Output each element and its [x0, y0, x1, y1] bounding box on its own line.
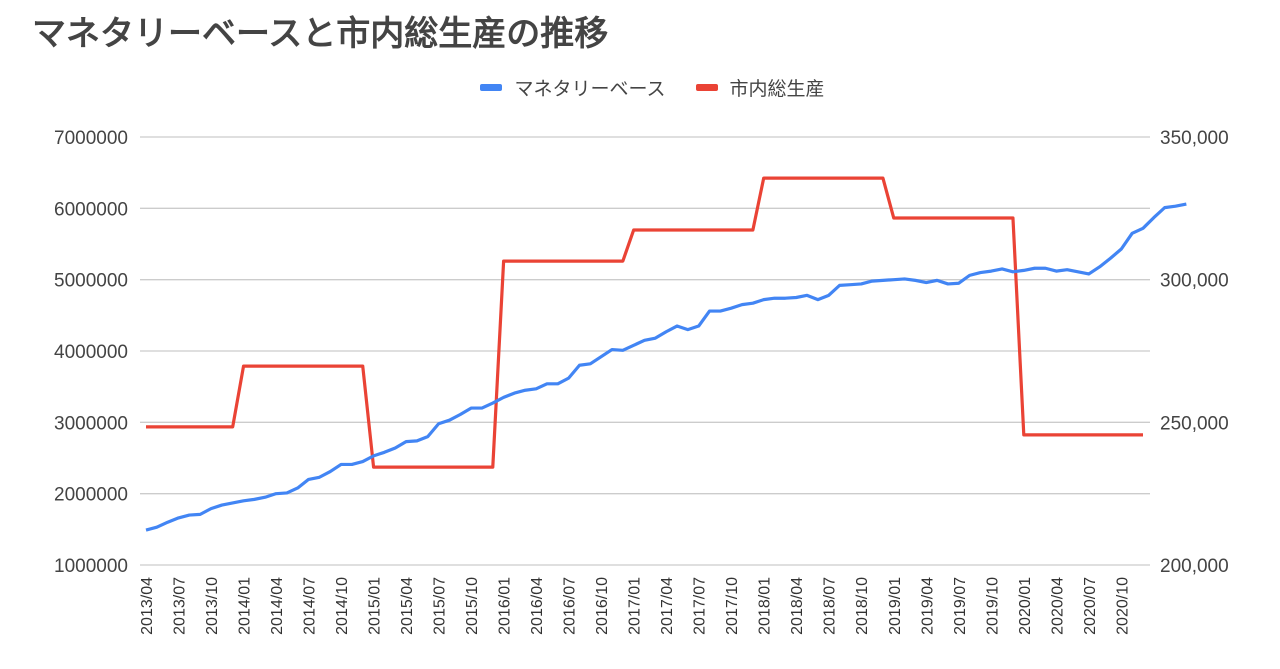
- left-axis-tick-label: 2000000: [54, 485, 128, 506]
- right-axis-tick-label: 250,000: [1160, 413, 1229, 434]
- x-axis-tick-label: 2015/04: [399, 577, 416, 635]
- series-line-monetary-base: [145, 202, 1187, 532]
- x-axis-tick-label: 2015/10: [464, 577, 481, 635]
- x-axis-tick-label: 2016/10: [594, 577, 611, 635]
- x-axis-tick-label: 2017/01: [627, 577, 644, 635]
- x-axis-tick-label: 2019/07: [952, 577, 969, 635]
- x-axis-tick-label: 2017/07: [692, 577, 709, 635]
- left-axis-tick-label: 4000000: [54, 342, 128, 363]
- x-axis-tick-label: 2016/07: [562, 577, 579, 635]
- x-axis-tick-label: 2019/01: [887, 577, 904, 635]
- x-axis-tick-label: 2019/10: [984, 577, 1001, 635]
- x-axis-tick-label: 2017/04: [659, 577, 676, 635]
- x-axis-tick-label: 2018/04: [789, 577, 806, 635]
- x-axis-tick-label: 2016/04: [529, 577, 546, 635]
- x-axis-tick-label: 2014/01: [237, 577, 254, 635]
- x-axis-tick-label: 2020/04: [1049, 577, 1066, 635]
- legend-label-monetary-base: マネタリーベース: [514, 78, 666, 100]
- x-axis-tick-label: 2013/07: [172, 577, 189, 635]
- x-axis-tick-label: 2016/01: [497, 577, 514, 635]
- left-axis-tick-label: 6000000: [54, 199, 128, 220]
- x-axis-tick-label: 2014/04: [269, 577, 286, 635]
- x-axis-tick-label: 2020/01: [1017, 577, 1034, 635]
- left-axis-tick-label: 7000000: [54, 128, 128, 149]
- legend-item-city-gdp[interactable]: 市内総生産: [695, 74, 825, 101]
- right-y-axis: 200,000 250,000 300,000 350,000: [1160, 128, 1229, 577]
- right-axis-tick-label: 350,000: [1160, 128, 1229, 149]
- right-axis-tick-label: 300,000: [1160, 271, 1229, 292]
- legend-swatch-city-gdp-icon: [695, 84, 718, 91]
- x-axis-tick-label: 2019/04: [919, 577, 936, 635]
- x-axis-tick-label: 2013/10: [204, 577, 221, 635]
- chart-title: マネタリーベースと市内総生産の推移: [32, 14, 609, 54]
- x-axis-tick-label: 2020/07: [1082, 577, 1099, 635]
- left-y-axis: 1000000 2000000 3000000 4000000 5000000 60000…: [54, 128, 128, 577]
- gridlines: [140, 136, 1150, 566]
- x-axis-tick-label: 2018/01: [757, 577, 774, 635]
- chart-legend: マネタリーベース 市内総生産: [0, 74, 1280, 101]
- x-axis-tick-label: 2013/04: [139, 577, 156, 635]
- legend-label-city-gdp: 市内総生産: [729, 78, 825, 100]
- left-axis-tick-label: 5000000: [54, 271, 128, 292]
- series-line-city-gdp: [146, 176, 1143, 469]
- x-axis-tick-label: 2015/01: [367, 577, 384, 635]
- x-axis-tick-label: 2018/10: [854, 577, 871, 635]
- right-axis-tick-label: 200,000: [1160, 556, 1229, 577]
- left-axis-tick-label: 3000000: [54, 413, 128, 434]
- legend-item-monetary-base[interactable]: マネタリーベース: [480, 74, 666, 101]
- legend-swatch-monetary-base-icon: [480, 84, 503, 91]
- x-axis-tick-label: 2020/10: [1114, 577, 1131, 635]
- x-axis-tick-label: 2014/10: [334, 577, 351, 635]
- left-axis-tick-label: 1000000: [54, 556, 128, 577]
- x-axis-tick-label: 2015/07: [432, 577, 449, 635]
- x-axis-tick-label: 2017/10: [724, 577, 741, 635]
- x-axis-tick-label: 2018/07: [822, 577, 839, 635]
- x-axis-tick-label: 2014/07: [302, 577, 319, 635]
- x-axis: 2013/04 2013/07 2013/10 2014/01 2014/04 2014/…: [139, 577, 1131, 635]
- chart-series: [145, 176, 1187, 532]
